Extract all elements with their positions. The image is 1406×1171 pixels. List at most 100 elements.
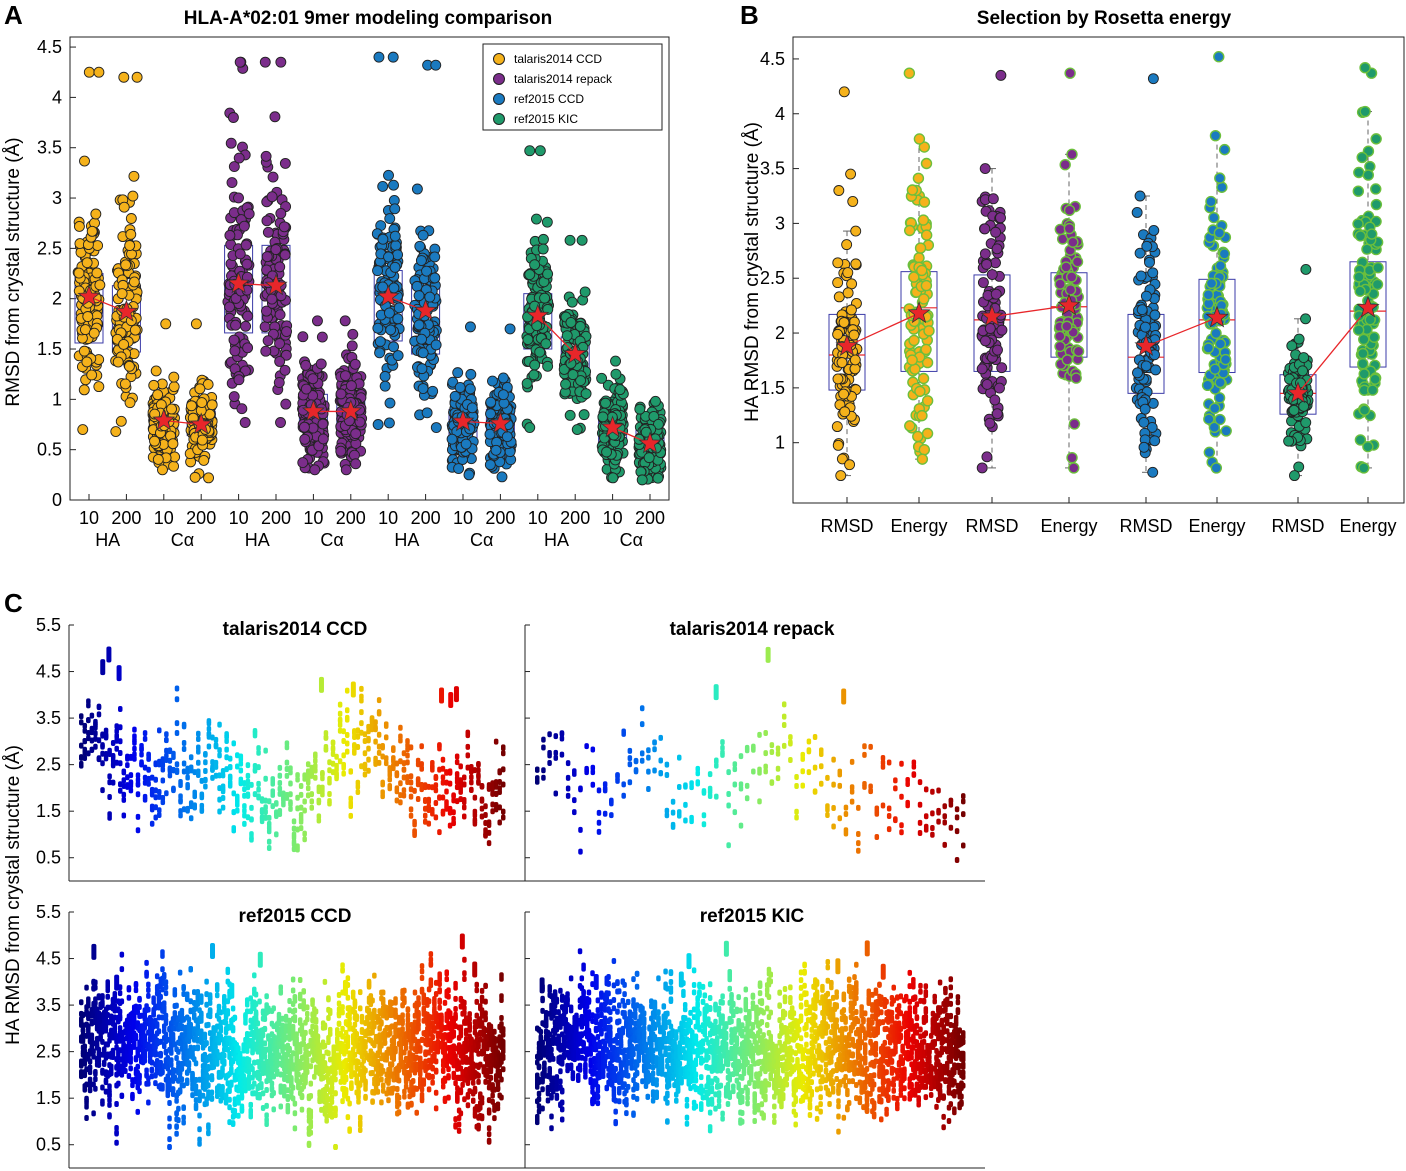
data-point (168, 371, 180, 383)
data-point (832, 277, 844, 289)
data-point (917, 819, 923, 826)
data-point (903, 67, 916, 79)
data-point (107, 811, 112, 818)
data-point (930, 824, 935, 831)
data-point (781, 701, 787, 708)
data-point (181, 745, 187, 752)
data-point (528, 369, 540, 381)
x-group-label: HA (95, 530, 120, 550)
data-point (714, 757, 719, 764)
data-point (521, 378, 533, 389)
data-point (157, 807, 162, 814)
data-point (1140, 290, 1152, 302)
data-point (144, 959, 149, 966)
data-point (646, 747, 651, 754)
data-point (100, 1084, 105, 1091)
data-point (621, 730, 626, 737)
data-point (118, 706, 123, 713)
data-point (911, 771, 917, 778)
data-point (1358, 404, 1371, 416)
data-point (421, 407, 433, 419)
data-point (344, 740, 350, 747)
data-point (781, 742, 787, 749)
data-point (1068, 418, 1081, 430)
data-point (132, 745, 137, 752)
data-point (689, 780, 694, 787)
data-point (844, 459, 856, 471)
data-point (186, 400, 197, 412)
data-point (87, 1058, 93, 1065)
data-point (114, 1139, 119, 1146)
data-point (110, 753, 116, 760)
data-point (235, 807, 240, 814)
data-point (158, 1050, 163, 1057)
data-point (825, 812, 830, 819)
data-point (227, 755, 233, 762)
data-point (849, 758, 855, 765)
x-tick-label: Energy (1339, 516, 1396, 536)
data-point (1139, 321, 1151, 333)
y-tick-label: 1.5 (36, 801, 61, 821)
data-point (270, 244, 282, 255)
data-point (224, 746, 229, 753)
data-point (942, 841, 947, 848)
data-point (1135, 270, 1147, 282)
data-point (405, 752, 410, 759)
data-point (763, 729, 768, 736)
data-point (277, 772, 283, 779)
data-point (440, 794, 446, 801)
data-point (259, 321, 271, 333)
data-point (82, 1060, 88, 1067)
data-point (238, 220, 250, 232)
data-point (146, 766, 151, 773)
data-point (942, 813, 947, 820)
series-ref2015-ccd (1127, 51, 1236, 478)
data-point (995, 69, 1007, 81)
data-point (84, 1115, 89, 1122)
data-point (103, 1079, 109, 1086)
data-point (590, 746, 596, 753)
data-point (109, 1066, 114, 1073)
data-point (114, 745, 119, 752)
data-point (115, 415, 127, 427)
data-point (185, 784, 190, 791)
data-point (119, 951, 125, 958)
data-point (233, 374, 245, 386)
panel-a: A HLA-A*02:01 9mer modeling comparison R… (3, 0, 670, 550)
data-point (144, 970, 149, 977)
data-point (393, 302, 405, 314)
data-point (1068, 462, 1080, 474)
data-point (484, 428, 496, 440)
data-point (621, 781, 626, 788)
data-point (139, 743, 144, 750)
data-point (288, 805, 293, 812)
subplot-talaris2014-repack (524, 624, 985, 882)
data-point (262, 335, 274, 347)
x-group-label: Cα (320, 530, 343, 550)
data-point (93, 381, 105, 393)
data-point (152, 389, 164, 401)
data-point (217, 747, 222, 754)
data-point (921, 427, 934, 440)
data-point (350, 458, 362, 470)
data-point (392, 350, 404, 361)
data-point (893, 777, 898, 784)
data-point (433, 799, 439, 806)
data-point (650, 395, 661, 407)
data-point (82, 722, 88, 729)
data-point (240, 239, 252, 251)
data-point (596, 819, 602, 826)
data-point (158, 993, 163, 1000)
data-point (917, 214, 930, 226)
data-point (930, 810, 935, 817)
data-point (831, 823, 836, 830)
data-point (1131, 207, 1143, 218)
data-point (313, 767, 318, 774)
data-point (961, 811, 966, 818)
data-point (794, 808, 799, 815)
data-point (105, 993, 110, 1000)
data-point (1064, 67, 1076, 79)
x-group-label: Cα (620, 530, 643, 550)
data-point (152, 453, 164, 465)
data-point (128, 170, 140, 182)
